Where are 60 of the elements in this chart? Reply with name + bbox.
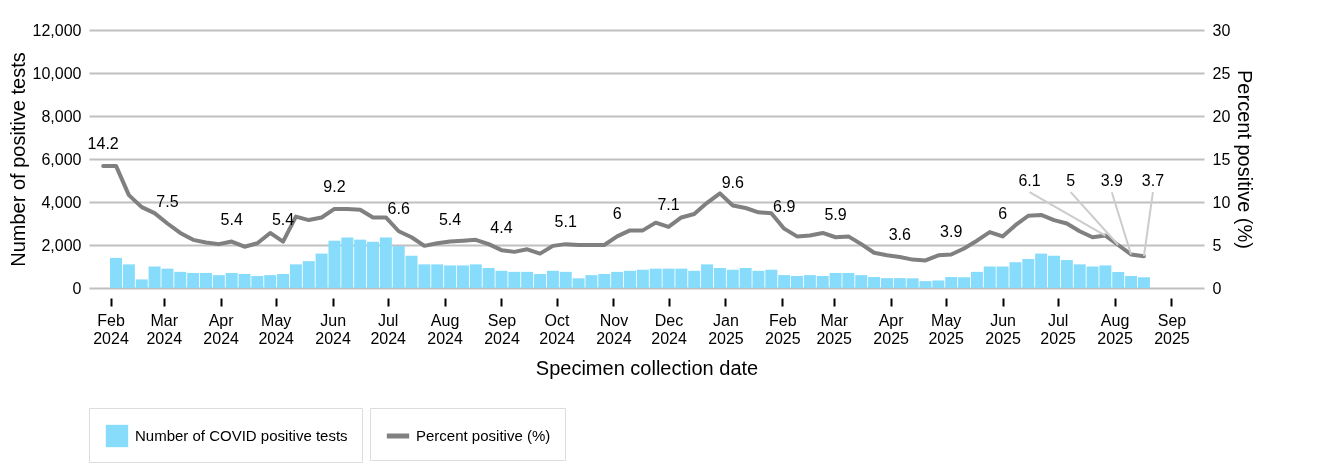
x-tick-label: Mar 2024 [146,311,183,347]
x-tick-label: Sep 2024 [484,311,520,347]
data-label: 5.4 [220,210,243,228]
y-axis-title: Number of positive tests [6,52,29,267]
data-label: 4.4 [490,219,513,237]
data-label: 5.1 [554,213,577,231]
x-tick-label: Aug 2024 [427,311,463,347]
x-axis-title: Specimen collection date [535,356,759,379]
legend-label: Number of COVID positive tests [135,427,348,444]
data-label: 5.4 [271,210,295,228]
y2-tick-label: 10 [1212,193,1231,211]
x-tick-label: Aug 2025 [1097,311,1133,347]
x-tick-label: Apr 2024 [203,311,240,347]
data-label: 9.2 [323,177,346,195]
data-label: 3.9 [940,223,963,241]
y2-tick-label: 30 [1212,21,1231,39]
y-tick-label: 10,000 [32,64,82,82]
x-tick-label: May 2025 [928,311,965,347]
y-tick-label: 0 [72,279,82,297]
y-tick-label: 2,000 [41,236,82,254]
data-label: 9.6 [721,174,744,192]
data-label: 7.1 [657,195,680,213]
data-label: 6.1 [1018,172,1041,190]
x-tick-label: Jan 2025 [708,311,744,347]
y-tick-label: 12,000 [32,21,82,39]
data-label: 5 [1066,172,1076,190]
data-label: 6.6 [387,200,410,218]
y2-tick-label: 20 [1212,107,1231,125]
x-tick-label: Sep 2025 [1154,311,1190,347]
data-label: 3.9 [1100,172,1124,190]
data-label: 6 [612,205,622,223]
data-label: 3.7 [1141,172,1165,190]
y2-tick-label: 25 [1212,64,1231,82]
y-tick-label: 6,000 [41,150,82,168]
data-label: 3.6 [888,226,912,244]
data-label: 6.9 [773,197,796,215]
x-tick-label: Jun 2024 [315,311,352,347]
y2-tick-label: 0 [1212,279,1222,297]
y2-axis-title: Percent positive (%) [1234,70,1257,249]
x-tick-label: Oct 2024 [539,311,575,347]
x-tick-label: Jul 2025 [1040,311,1077,347]
x-tick-label: May 2024 [258,311,295,347]
x-tick-label: Mar 2025 [816,311,853,347]
data-label: 14.2 [87,134,119,152]
data-label: 5.4 [438,210,462,228]
y-tick-label: 8,000 [41,107,82,125]
y2-tick-label: 15 [1212,150,1231,168]
x-tick-label: Nov 2024 [596,311,632,347]
data-label: 5.9 [824,206,847,224]
x-tick-label: Feb 2024 [93,311,129,347]
data-label: 6 [998,205,1008,223]
x-tick-label: Feb 2025 [765,311,801,347]
x-tick-label: Apr 2025 [873,311,910,347]
y2-tick-label: 5 [1212,236,1222,254]
x-tick-label: Jul 2024 [370,311,407,347]
y-tick-label: 4,000 [41,193,82,211]
legend-label: Percent positive (%) [416,427,551,444]
x-tick-label: Jun 2025 [985,311,1021,347]
x-tick-label: Dec 2024 [651,311,687,347]
data-label: 7.5 [156,192,179,210]
